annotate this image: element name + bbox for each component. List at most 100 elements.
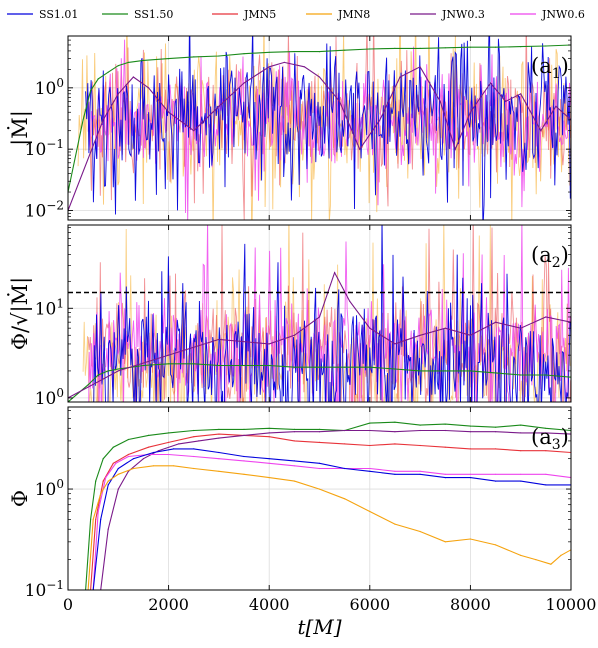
point-ss1-50 bbox=[495, 372, 497, 374]
legend-entry-ss1-01: SS1.01 bbox=[7, 8, 78, 21]
point-jnw0-3 bbox=[419, 429, 421, 432]
point-jmn5 bbox=[147, 446, 150, 448]
point-jnw0-6 bbox=[318, 467, 321, 470]
panel-3: 10−1 100 (a3) Φ 0 2000 4000 6000 8000 10000 t[M] bbox=[8, 406, 596, 639]
point-jnw0-3 bbox=[303, 66, 305, 68]
point-jnw0-3 bbox=[394, 431, 396, 433]
y-tick-label: 101 bbox=[35, 296, 64, 319]
point-jnw0-3 bbox=[489, 82, 492, 84]
point-jnw0-3 bbox=[318, 431, 321, 433]
point-jnw0-3 bbox=[218, 338, 220, 340]
y-tick-label: 10−2 bbox=[25, 198, 64, 221]
series-ss1-01 bbox=[92, 448, 571, 590]
point-jmn5 bbox=[193, 436, 195, 438]
point-ss1-50 bbox=[419, 370, 421, 372]
series-noise-jmn8 bbox=[82, 225, 571, 402]
y-tick-label: 100 bbox=[35, 76, 64, 99]
point-ss1-50 bbox=[112, 446, 114, 448]
point-ss1-50 bbox=[268, 51, 270, 53]
point-jmn8 bbox=[318, 488, 321, 490]
legend-label: JMN8 bbox=[337, 8, 370, 21]
point-ss1-50 bbox=[369, 366, 371, 368]
point-jnw0-3 bbox=[419, 66, 421, 68]
point-jnw0-3 bbox=[178, 443, 180, 445]
point-jnw0-3 bbox=[545, 316, 547, 318]
point-jnw0-3 bbox=[439, 100, 441, 102]
point-ss1-01 bbox=[100, 518, 102, 521]
point-jmn5 bbox=[112, 462, 114, 464]
point-jnw0-3 bbox=[369, 429, 371, 432]
point-ss1-50 bbox=[142, 364, 144, 367]
point-jnw0-3 bbox=[520, 327, 522, 329]
point-jnw0-3 bbox=[293, 334, 295, 336]
point-jnw0-3 bbox=[520, 93, 522, 95]
point-jmn8 bbox=[107, 480, 109, 482]
point-jnw0-6 bbox=[218, 458, 220, 460]
point-jnw0-3 bbox=[218, 437, 220, 439]
point-ss1-50 bbox=[444, 370, 446, 372]
point-jnw0-3 bbox=[540, 130, 542, 132]
point-jmn8 bbox=[293, 480, 295, 482]
point-ss1-50 bbox=[469, 46, 471, 48]
point-ss1-01 bbox=[495, 480, 497, 482]
point-jnw0-6 bbox=[97, 510, 99, 513]
point-jnw0-3 bbox=[318, 76, 321, 78]
point-jmn5 bbox=[293, 440, 295, 442]
legend-label: JNW0.3 bbox=[441, 8, 485, 21]
point-ss1-01 bbox=[369, 470, 371, 472]
point-ss1-01 bbox=[394, 473, 396, 475]
point-ss1-50 bbox=[243, 53, 245, 55]
legend-entry-jnw0-6: JNW0.6 bbox=[510, 8, 585, 21]
point-ss1-50 bbox=[444, 423, 446, 425]
point-jmn5 bbox=[102, 480, 104, 482]
point-ss1-50 bbox=[95, 480, 97, 482]
point-ss1-50 bbox=[193, 429, 195, 432]
point-ss1-50 bbox=[293, 51, 295, 53]
point-jmn8 bbox=[117, 473, 119, 475]
point-jnw0-3 bbox=[168, 111, 170, 113]
panels: 10−210−1100(a1)|Ṁ|100101(a2)Φ/√|Ṁ|10−110… bbox=[8, 35, 596, 639]
point-jnw0-3 bbox=[193, 130, 195, 132]
point-ss1-50 bbox=[147, 434, 150, 436]
point-ss1-50 bbox=[243, 364, 245, 367]
point-ss1-01 bbox=[293, 460, 295, 462]
x-tick-label: 0 bbox=[63, 595, 73, 614]
y-tick-label: 10−1 bbox=[25, 137, 64, 160]
point-jnw0-6 bbox=[394, 470, 396, 472]
series-noise-ss1-01 bbox=[85, 36, 571, 220]
point-ss1-01 bbox=[318, 462, 321, 464]
point-jmn8 bbox=[520, 554, 522, 557]
legend-label: JNW0.6 bbox=[541, 8, 585, 21]
point-ss1-50 bbox=[268, 364, 270, 367]
point-jmn8 bbox=[132, 467, 134, 470]
point-jnw0-3 bbox=[495, 431, 497, 433]
point-ss1-50 bbox=[344, 49, 346, 51]
point-jnw0-3 bbox=[334, 272, 336, 274]
point-jmn5 bbox=[394, 443, 396, 445]
x-tick-label: 6000 bbox=[349, 595, 390, 614]
point-ss1-50 bbox=[394, 47, 396, 50]
point-jnw0-6 bbox=[469, 473, 471, 475]
point-jnw0-3 bbox=[283, 61, 285, 64]
point-ss1-50 bbox=[444, 47, 446, 49]
point-ss1-50 bbox=[495, 426, 497, 428]
point-jnw0-3 bbox=[293, 431, 295, 433]
point-ss1-50 bbox=[318, 428, 321, 430]
point-ss1-50 bbox=[293, 366, 295, 368]
y-axis-label: |Ṁ| bbox=[8, 110, 33, 146]
point-jmn5 bbox=[268, 436, 270, 438]
point-ss1-50 bbox=[142, 59, 144, 62]
legend-entry-jmn5: JMN5 bbox=[212, 8, 276, 21]
point-jmn8 bbox=[268, 477, 270, 479]
point-jmn5 bbox=[318, 441, 321, 443]
y-tick-label: 10−1 bbox=[25, 578, 64, 601]
y-tick-label: 100 bbox=[35, 477, 64, 500]
point-jmn8 bbox=[394, 523, 396, 525]
point-ss1-01 bbox=[444, 477, 446, 479]
series-jmn5 bbox=[90, 433, 571, 590]
point-jnw0-3 bbox=[369, 327, 371, 329]
point-jnw0-6 bbox=[369, 467, 371, 470]
point-jnw0-3 bbox=[379, 119, 381, 121]
point-ss1-50 bbox=[469, 425, 471, 427]
plot-area bbox=[68, 225, 571, 402]
